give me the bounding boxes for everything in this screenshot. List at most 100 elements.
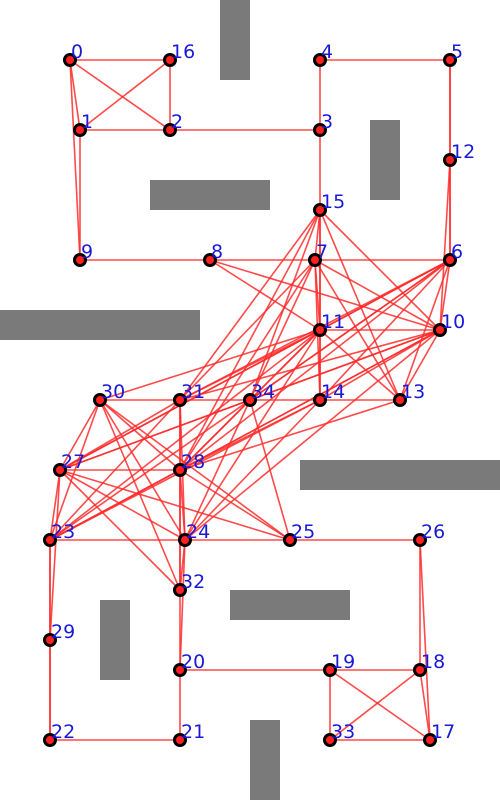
- edge-18-33: [329, 669, 421, 741]
- node-27: [53, 463, 67, 477]
- edge-10-24: [184, 329, 441, 541]
- obstacle-upper-middle: [150, 180, 270, 210]
- node-29: [43, 633, 57, 647]
- edge-10-13: [399, 329, 441, 401]
- edge-10-31: [179, 329, 441, 401]
- node-16: [163, 53, 177, 67]
- edge-14-24: [184, 399, 321, 541]
- node-10: [433, 323, 447, 337]
- edge-13-28: [179, 399, 401, 471]
- node-label-27: 27: [61, 451, 85, 473]
- node-label-16: 16: [171, 41, 195, 63]
- node-label-7: 7: [316, 241, 328, 263]
- node-label-5: 5: [451, 41, 463, 63]
- obstacle-top-center: [220, 0, 250, 80]
- node-label-21: 21: [181, 721, 205, 743]
- node-28: [173, 463, 187, 477]
- node-32: [173, 583, 187, 597]
- edge-6-28: [179, 259, 451, 471]
- node-label-9: 9: [81, 241, 93, 263]
- edge-30-28: [99, 399, 181, 471]
- node-label-30: 30: [101, 381, 125, 403]
- node-26: [413, 533, 427, 547]
- obstacle-left-bar: [0, 310, 200, 340]
- node-label-2: 2: [171, 111, 183, 133]
- node-9: [73, 253, 87, 267]
- node-label-10: 10: [441, 311, 465, 333]
- node-0: [63, 53, 77, 67]
- edge-27-32: [59, 469, 181, 591]
- node-label-3: 3: [321, 111, 333, 133]
- edge-27-23: [49, 469, 61, 541]
- edge-27-24: [59, 469, 186, 541]
- node-18: [413, 663, 427, 677]
- edge-0-2: [69, 59, 171, 131]
- obstacle-lower-left: [100, 600, 130, 680]
- node-label-12: 12: [451, 141, 475, 163]
- node-17: [423, 733, 437, 747]
- edge-6-10: [439, 259, 451, 331]
- node-label-24: 24: [186, 521, 210, 543]
- node-30: [93, 393, 107, 407]
- edge-34-27: [59, 399, 251, 471]
- node-label-13: 13: [401, 381, 425, 403]
- edge-30-27: [59, 399, 101, 471]
- node-3: [313, 123, 327, 137]
- node-13: [393, 393, 407, 407]
- edge-15-31: [179, 209, 321, 401]
- node-label-19: 19: [331, 651, 355, 673]
- nodes: [43, 53, 457, 747]
- edge-11-30: [99, 329, 321, 401]
- edge-28-25: [179, 469, 291, 541]
- node-19: [323, 663, 337, 677]
- edge-0-9: [69, 59, 81, 261]
- node-21: [173, 733, 187, 747]
- node-label-34: 34: [251, 381, 275, 403]
- edge-34-25: [249, 399, 291, 541]
- node-label-14: 14: [321, 381, 345, 403]
- edge-26-17: [419, 539, 431, 741]
- edge-30-25: [99, 399, 291, 541]
- node-4: [313, 53, 327, 67]
- node-label-22: 22: [51, 721, 75, 743]
- edge-8-10: [209, 259, 441, 331]
- node-label-15: 15: [321, 191, 345, 213]
- edge-12-10: [439, 159, 451, 331]
- edge-15-7: [314, 209, 321, 261]
- node-label-17: 17: [431, 721, 455, 743]
- node-24: [178, 533, 192, 547]
- node-31: [173, 393, 187, 407]
- edge-31-27: [59, 399, 181, 471]
- edge-15-28: [179, 209, 321, 471]
- node-label-23: 23: [51, 521, 75, 543]
- obstacle-right-bar: [300, 460, 500, 490]
- edge-15-10: [319, 209, 441, 331]
- node-label-8: 8: [211, 241, 223, 263]
- obstacle-lower-middle: [230, 590, 350, 620]
- node-label-28: 28: [181, 451, 205, 473]
- edge-7-10: [314, 259, 441, 331]
- node-label-29: 29: [51, 621, 75, 643]
- node-34: [243, 393, 257, 407]
- edge-11-13: [319, 329, 401, 401]
- edge-27-25: [59, 469, 291, 541]
- edge-24-20: [179, 539, 186, 671]
- node-5: [443, 53, 457, 67]
- node-label-4: 4: [321, 41, 333, 63]
- node-label-33: 33: [331, 721, 355, 743]
- node-label-25: 25: [291, 521, 315, 543]
- edge-8-11: [209, 259, 321, 331]
- node-2: [163, 123, 177, 137]
- node-label-20: 20: [181, 651, 205, 673]
- node-label-31: 31: [181, 381, 205, 403]
- node-25: [283, 533, 297, 547]
- edge-28-24: [179, 469, 186, 541]
- node-label-18: 18: [421, 651, 445, 673]
- node-20: [173, 663, 187, 677]
- node-23: [43, 533, 57, 547]
- node-33: [323, 733, 337, 747]
- node-8: [203, 253, 217, 267]
